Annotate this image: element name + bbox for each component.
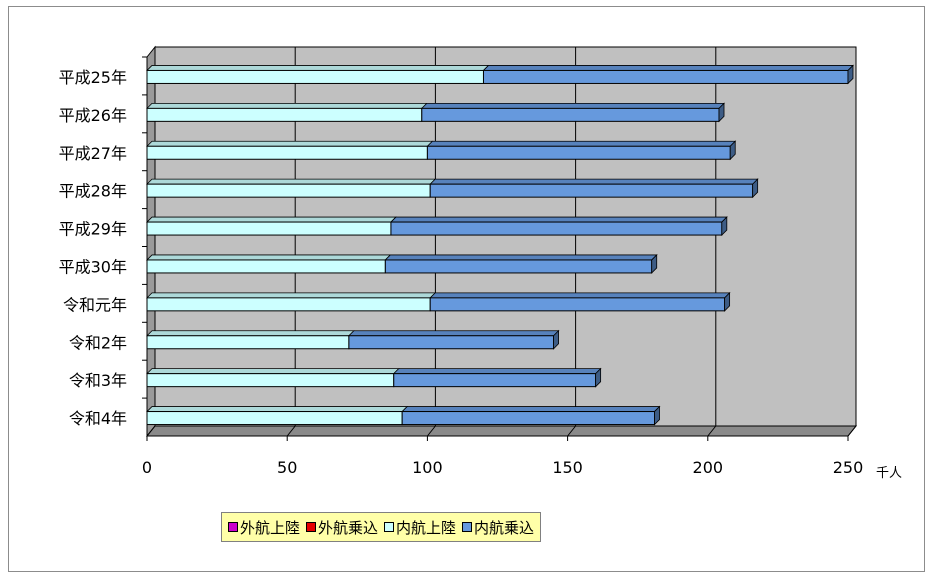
bar-top-内航乗込 <box>482 65 854 71</box>
bar-top-内航上陸 <box>146 330 355 337</box>
x-tick-label: 100 <box>412 458 443 477</box>
legend-swatch <box>384 522 395 532</box>
bar-side-内航乗込 <box>553 329 559 350</box>
bar-segment-内航乗込 <box>426 145 731 160</box>
x-tick-label: 200 <box>693 458 724 477</box>
bar-segment-内航乗込 <box>393 373 597 388</box>
bar-top-内航乗込 <box>392 368 602 375</box>
bar-segment-内航上陸 <box>146 145 428 160</box>
bar-top-内航上陸 <box>146 102 428 109</box>
bar-segment-内航乗込 <box>384 259 653 274</box>
floor-gridline-200 <box>707 425 717 437</box>
bar-top-内航上陸 <box>146 292 437 299</box>
legend-label: 外航上陸 <box>240 518 301 537</box>
bar-segment-内航上陸 <box>146 183 431 198</box>
y-tick-label: 平成26年 <box>59 106 127 125</box>
floor-gridline-150 <box>567 425 576 437</box>
bar-top-内航乗込 <box>384 254 658 261</box>
bar-top-内航乗込 <box>389 216 728 223</box>
y-tick-label: 令和4年 <box>69 409 127 428</box>
x-tick-label: 250 <box>833 458 864 477</box>
bar-top-内航乗込 <box>429 292 731 299</box>
bar-top-内航上陸 <box>146 65 490 71</box>
bar-segment-内航乗込 <box>348 335 555 350</box>
y-tick-label: 令和2年 <box>69 333 127 352</box>
bar-segment-内航乗込 <box>390 221 723 236</box>
bar-segment-内航上陸 <box>146 69 484 84</box>
bar-segment-内航乗込 <box>429 297 726 312</box>
y-tick-label: 平成30年 <box>59 257 127 276</box>
bar-top-内航上陸 <box>146 406 409 412</box>
plot-floor <box>145 425 858 437</box>
bar-segment-内航乗込 <box>421 107 720 122</box>
bar-top-内航乗込 <box>426 140 737 147</box>
bar-side-内航乗込 <box>654 405 660 426</box>
legend: 外航上陸 外航乗込 内航上陸 内航乗込 <box>221 512 542 542</box>
bar-side-内航乗込 <box>752 178 759 199</box>
bar-segment-内航乗込 <box>482 69 849 84</box>
legend-label: 外航乗込 <box>318 518 379 537</box>
bar-segment-内航乗込 <box>401 411 656 426</box>
bar-side-内航乗込 <box>595 367 602 388</box>
bar-side-内航乗込 <box>718 102 725 123</box>
bar-side-内航乗込 <box>724 291 731 312</box>
legend-item: 外航上陸 <box>228 517 300 538</box>
y-tick-label: 平成29年 <box>59 220 127 239</box>
bar-top-内航上陸 <box>146 216 397 223</box>
bar-top-内航上陸 <box>146 254 392 261</box>
bar-top-内航乗込 <box>429 178 759 185</box>
bar-segment-内航上陸 <box>146 107 423 122</box>
bar-segment-内航上陸 <box>146 221 392 236</box>
bar-segment-内航乗込 <box>429 183 754 198</box>
y-tick-label: 平成28年 <box>59 182 127 201</box>
y-tick-label: 平成27年 <box>59 144 127 163</box>
bar-top-内航乗込 <box>347 330 560 337</box>
legend-swatch <box>462 522 473 532</box>
legend-item: 外航乗込 <box>306 517 378 538</box>
x-axis-unit-label: 千人 <box>876 466 903 481</box>
floor-gridline-100 <box>427 425 436 437</box>
legend-item: 内航乗込 <box>462 517 534 538</box>
bar-segment-内航上陸 <box>146 411 403 426</box>
floor-gridline-50 <box>286 425 296 437</box>
legend-label: 内航乗込 <box>474 518 535 537</box>
legend-swatch <box>306 522 317 532</box>
bar-top-内航上陸 <box>146 368 400 375</box>
bar-top-内航乗込 <box>401 406 661 412</box>
y-tick-label: 平成25年 <box>59 68 127 87</box>
bar-top-内航上陸 <box>146 178 437 185</box>
bar-side-内航乗込 <box>847 64 854 85</box>
bar-top-内航上陸 <box>146 140 434 147</box>
y-tick-label: 令和元年 <box>63 295 127 314</box>
legend-label: 内航上陸 <box>396 518 457 537</box>
bar-segment-内航上陸 <box>146 259 386 274</box>
floor-gridline-0 <box>146 425 156 437</box>
legend-item: 内航上陸 <box>384 517 456 538</box>
x-tick-label: 50 <box>277 458 297 477</box>
bar-side-内航乗込 <box>651 253 658 274</box>
bar-side-内航乗込 <box>721 216 728 237</box>
x-tick-label: 0 <box>142 458 152 477</box>
bar-side-内航乗込 <box>729 140 736 161</box>
bar-segment-内航上陸 <box>146 335 350 350</box>
y-tick-label: 令和3年 <box>69 371 127 390</box>
legend-swatch <box>228 522 238 532</box>
bar-top-内航乗込 <box>420 102 725 109</box>
bar-segment-内航上陸 <box>146 297 431 312</box>
bar-segment-内航上陸 <box>146 373 395 388</box>
floor-gridline-250 <box>847 425 857 437</box>
x-tick-label: 150 <box>552 458 583 477</box>
